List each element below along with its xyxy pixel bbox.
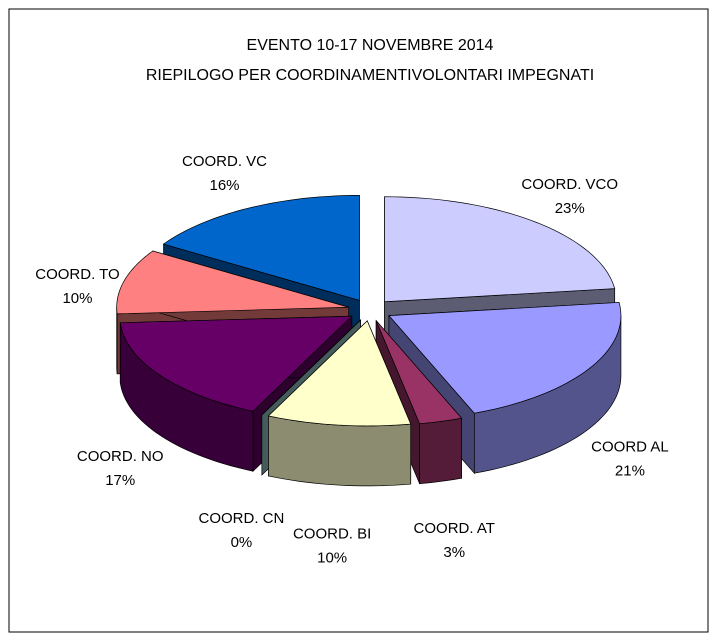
slice-value-label: 3% — [443, 544, 465, 561]
slice-value-label: 10% — [317, 550, 347, 567]
slice-value-label: 23% — [555, 200, 585, 217]
slice-label: COORD. TO — [35, 266, 119, 283]
slice-top — [267, 320, 412, 427]
slice-label: COORD. VCO — [521, 176, 618, 193]
slice-top — [384, 196, 616, 303]
slice-label: COORD. AT — [414, 520, 495, 537]
slice-top — [162, 195, 360, 301]
slice — [267, 320, 412, 487]
slice-value-label: 0% — [231, 534, 253, 551]
slice-top — [388, 302, 622, 414]
slice-label: COORD AL — [591, 439, 669, 456]
chart-title: EVENTO 10-17 NOVEMBRE 2014 — [247, 37, 494, 54]
slice-label: COORD. CN — [198, 510, 284, 527]
chart-subtitle: RIEPILOGO PER COORDINAMENTIVOLONTARI IMP… — [146, 67, 594, 84]
slice-top — [116, 250, 349, 315]
slice-top — [119, 315, 353, 412]
slice-value-label: 17% — [105, 472, 135, 489]
slice-value-label: 16% — [209, 177, 239, 194]
slice-wall — [419, 417, 462, 485]
slice-top — [375, 320, 463, 425]
slice-value-label: 10% — [62, 290, 92, 307]
slice-label: COORD. VC — [182, 153, 267, 170]
slice-label: COORD. NO — [77, 448, 164, 465]
slice-value-label: 21% — [615, 463, 645, 480]
slice-label: COORD. BI — [293, 526, 371, 543]
slice-wall — [268, 415, 412, 487]
